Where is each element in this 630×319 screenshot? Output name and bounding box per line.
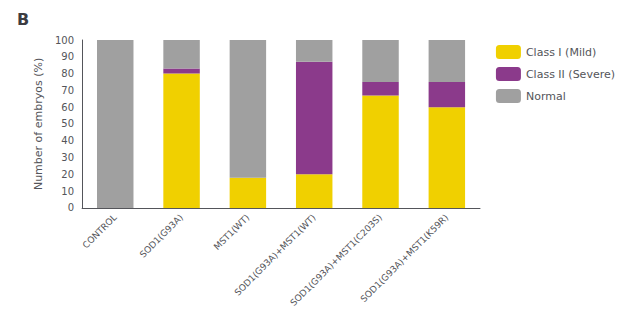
svg-text:CONTROL: CONTROL xyxy=(81,212,119,250)
svg-text:90: 90 xyxy=(61,51,74,62)
svg-text:20: 20 xyxy=(61,169,74,180)
svg-text:40: 40 xyxy=(61,135,74,146)
svg-text:SOD1(G93A): SOD1(G93A) xyxy=(138,212,185,259)
svg-text:0: 0 xyxy=(68,202,74,213)
svg-text:SOD1(G93A)+MST1(C203S): SOD1(G93A)+MST1(C203S) xyxy=(288,212,385,308)
svg-text:SOD1(G93A)+MST1(K59R): SOD1(G93A)+MST1(K59R) xyxy=(359,212,451,304)
svg-text:50: 50 xyxy=(61,118,74,129)
svg-text:10: 10 xyxy=(61,186,74,197)
svg-text:SOD1(G93A)+MST1(WT): SOD1(G93A)+MST1(WT) xyxy=(232,212,318,298)
svg-text:Class II (Severe): Class II (Severe) xyxy=(526,68,615,81)
svg-text:Normal: Normal xyxy=(526,90,566,103)
svg-text:80: 80 xyxy=(61,68,74,79)
svg-text:Class I (Mild): Class I (Mild) xyxy=(526,46,596,59)
svg-text:60: 60 xyxy=(61,102,74,113)
svg-text:30: 30 xyxy=(61,152,74,163)
svg-text:Number of embryos (%): Number of embryos (%) xyxy=(32,58,45,190)
svg-text:100: 100 xyxy=(55,35,74,46)
svg-text:MST1(WT): MST1(WT) xyxy=(212,212,252,252)
svg-text:B: B xyxy=(17,10,29,29)
svg-text:70: 70 xyxy=(61,85,74,96)
